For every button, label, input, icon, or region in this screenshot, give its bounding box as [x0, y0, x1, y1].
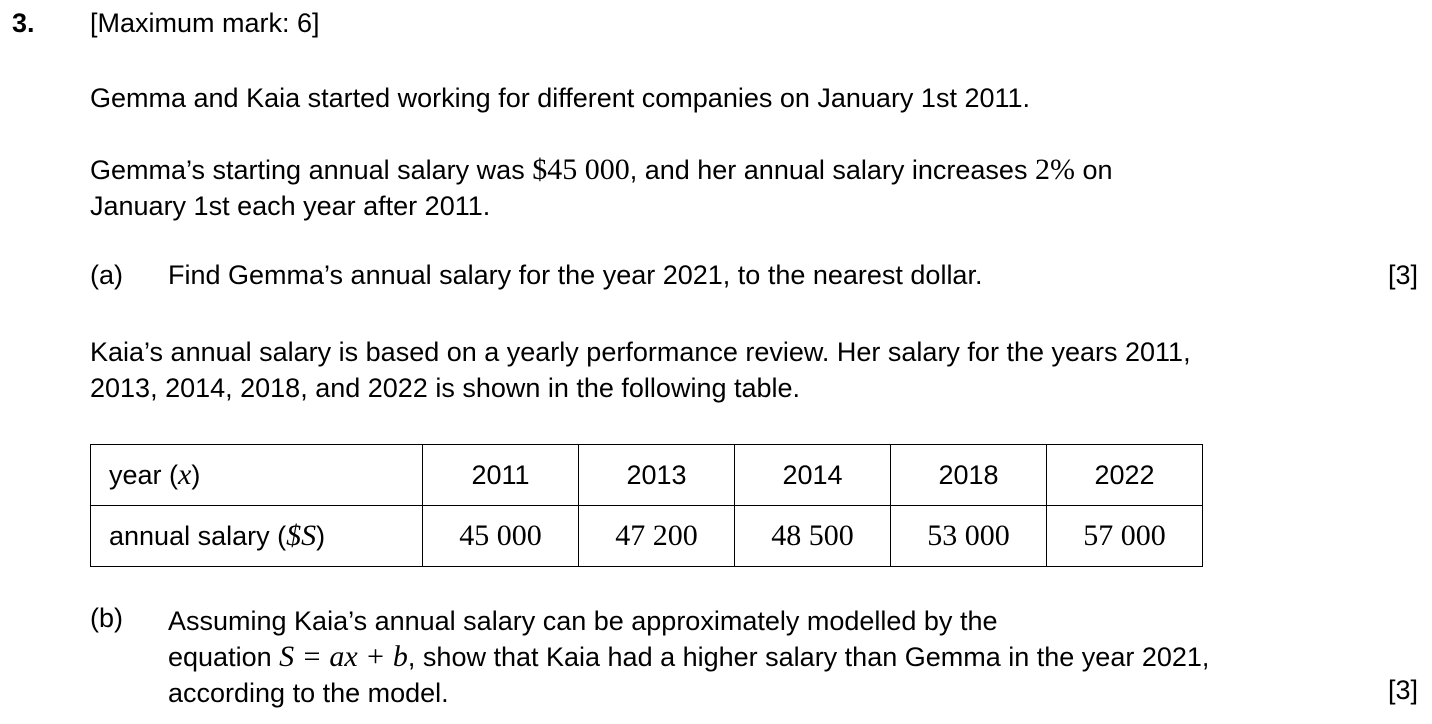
- maximum-mark: [Maximum mark: 6]: [90, 8, 320, 38]
- salary-cell: 45 000: [422, 505, 579, 567]
- question-number: 3.: [12, 8, 35, 38]
- kaia-paragraph: Kaia’s annual salary is based on a yearl…: [90, 334, 1191, 406]
- part-b-line-3: according to the model.: [168, 678, 449, 708]
- table-row-salaries: annual salary ($S) 45 000 47 200 48 500 …: [90, 505, 1203, 567]
- gemma-paragraph: Gemma’s starting annual salary was $45 0…: [90, 152, 1113, 224]
- intro-paragraph: Gemma and Kaia started working for diffe…: [90, 80, 1030, 116]
- model-equation: S = ax + b: [279, 640, 408, 673]
- part-b-text: Assuming Kaia’s annual salary can be app…: [168, 603, 1209, 711]
- salary-cell: 48 500: [734, 505, 891, 567]
- year-cell: 2022: [1046, 444, 1203, 506]
- part-a-label: (a): [90, 260, 123, 290]
- intro-text: Gemma and Kaia started working for diffe…: [90, 83, 1031, 113]
- year-cell: 2018: [890, 444, 1047, 506]
- year-cell: 2013: [578, 444, 735, 506]
- salary-cell: 47 200: [578, 505, 735, 567]
- salary-table: year (x) 2011 2013 2014 2018 2022 annual…: [90, 444, 1203, 567]
- kaia-line-1: Kaia’s annual salary is based on a yearl…: [90, 337, 1191, 367]
- gemma-rate: 2%: [1034, 153, 1075, 186]
- gemma-salary: $45 000: [532, 153, 630, 186]
- salary-cell: 57 000: [1046, 505, 1203, 567]
- year-header: year (x): [90, 444, 423, 506]
- part-b-line-1: Assuming Kaia’s annual salary can be app…: [168, 606, 998, 636]
- salary-header: annual salary ($S): [90, 505, 423, 567]
- gemma-text-b: , and her annual salary increases: [629, 155, 1035, 185]
- table-row-years: year (x) 2011 2013 2014 2018 2022: [90, 444, 1203, 506]
- gemma-line-2: January 1st each year after 2011.: [90, 191, 491, 221]
- gemma-text-c: on: [1074, 155, 1113, 185]
- part-b-marks: [3]: [1387, 675, 1418, 705]
- part-a-marks: [3]: [1387, 260, 1418, 290]
- gemma-line-1: Gemma’s starting annual salary was $45 0…: [90, 152, 1113, 188]
- kaia-line-2: 2013, 2014, 2018, and 2022 is shown in t…: [90, 373, 801, 403]
- part-b-label: (b): [90, 603, 123, 633]
- gemma-text-a: Gemma’s starting annual salary was: [90, 155, 533, 185]
- year-cell: 2014: [734, 444, 891, 506]
- part-a-text: Find Gemma’s annual salary for the year …: [168, 260, 983, 290]
- year-cell: 2011: [422, 444, 579, 506]
- part-b-line-2: equation S = ax + b, show that Kaia had …: [168, 640, 1210, 673]
- salary-cell: 53 000: [890, 505, 1047, 567]
